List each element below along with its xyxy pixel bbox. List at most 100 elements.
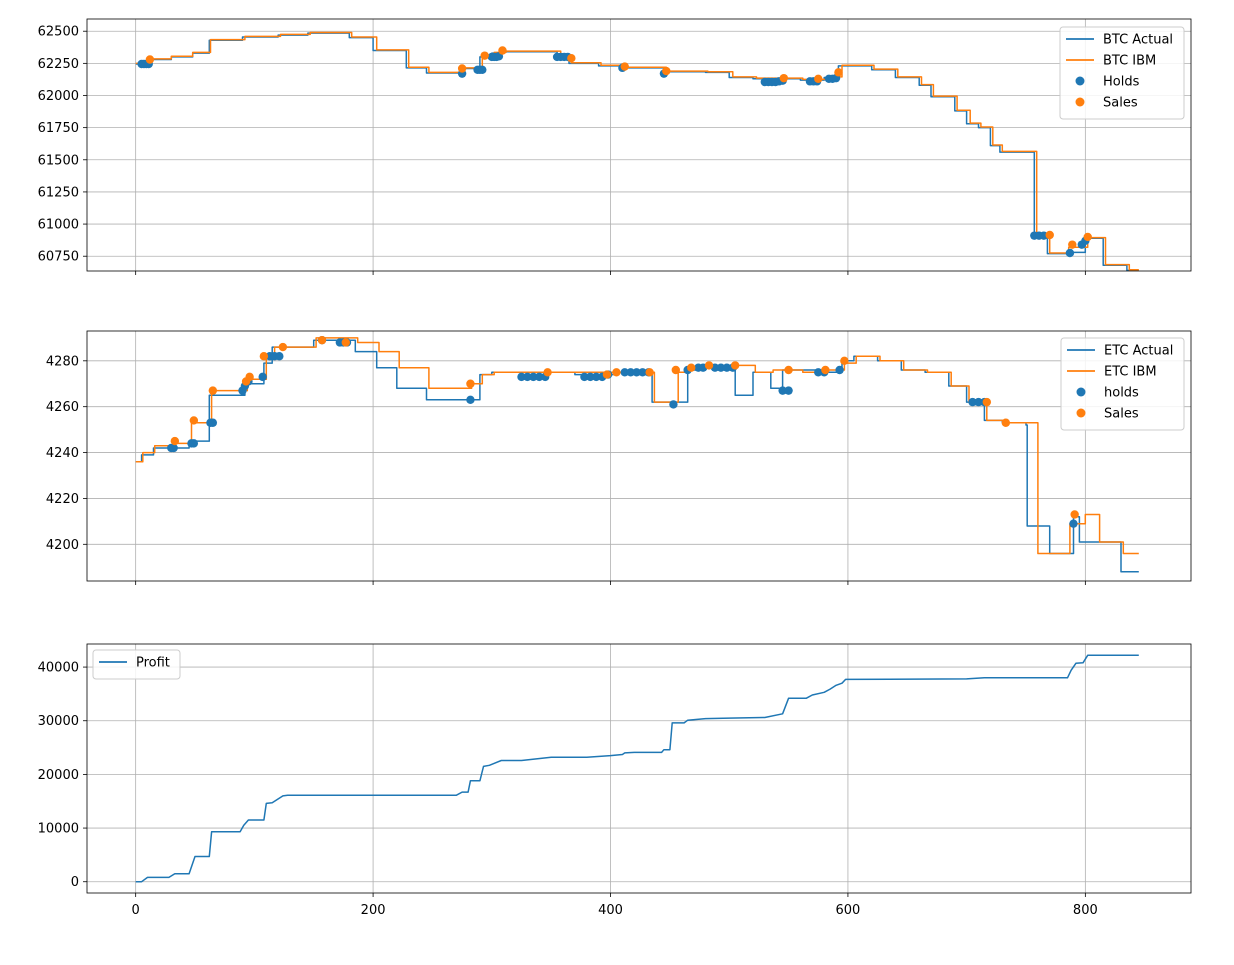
scatter-point-sales [704,361,714,370]
scatter-point-holds [974,397,983,407]
scatter-point-sales [317,335,327,345]
legend-point-swatch [1075,76,1085,86]
scatter-point-sales [834,68,843,77]
y-tick-label: 4220 [46,492,79,507]
series-line-profit [135,654,1139,883]
scatter-point-holds [814,368,823,377]
legend: Profit [92,649,181,680]
scatter-point-sales [480,51,489,60]
scatter-point-holds [586,372,595,382]
legend-box [92,649,181,680]
scatter-point-holds [169,443,178,453]
y-tick-label: 62500 [38,25,79,40]
scatter-point-sales [687,363,696,372]
legend-box [1060,337,1185,431]
scatter-point-holds [592,372,601,382]
y-tick-label: 61250 [38,185,79,200]
scatter-point-sales [602,370,612,379]
scatter-point-sales [784,365,793,375]
scatter-point-holds [784,386,793,395]
scatter-point-sales [1068,240,1077,249]
x-tick-label: 800 [1073,903,1098,918]
scatter-point-sales [779,73,789,83]
scatter-point-sales [645,368,654,377]
y-tick-label: 61500 [38,153,79,168]
scatter-point-sales [612,368,621,377]
y-tick-label: 62000 [38,89,79,104]
x-tick-label: 600 [836,903,861,918]
legend-label: ETC IBM [1104,365,1157,380]
axes-frame [86,330,1192,582]
scatter-point-sales [1070,510,1079,519]
scatter-point-holds [580,372,589,382]
y-tick-label: 4280 [46,354,79,369]
x-tick-label: 200 [361,903,386,918]
scatter-point-sales [259,352,269,361]
legend-label: BTC Actual [1103,33,1173,48]
legend-label: Sales [1103,96,1138,111]
scatter-point-sales [1083,232,1092,242]
legend: BTC Actual BTC IBM Holds Sales [1059,26,1185,120]
scatter-point-holds [478,65,487,74]
chart-panel-2: 4200 4220 4240 4260 4280 ETC Actual ETC IBM hol… [46,330,1192,585]
scatter-point-sales [840,356,849,366]
scatter-point-holds [638,368,647,377]
scatter-point-holds [620,368,629,377]
series-line-btc-ibm [135,31,1139,271]
plot-area [135,654,1139,883]
legend-label: ETC Actual [1104,344,1173,359]
chart-panel-1: 60750 61000 61250 61500 61750 62000 62250 62500… [38,18,1192,275]
y-tick-label: 62250 [38,57,79,72]
scatter-point-holds [669,400,678,409]
scatter-point-holds [722,363,732,372]
y-tick-label: 60750 [38,250,79,265]
x-tick-label: 400 [598,903,623,918]
scatter-point-sales [982,397,992,407]
series-line-btc-actual [135,32,1139,271]
legend-label: BTC IBM [1103,54,1156,69]
scatter-point-holds [1065,248,1075,258]
scatter-point-sales [245,372,254,382]
legend: ETC Actual ETC IBM holds Sales [1060,337,1185,431]
y-tick-label: 61750 [38,121,79,136]
y-tick-label: 20000 [38,768,79,783]
scatter-point-sales [567,54,576,63]
legend-label: holds [1104,386,1139,401]
scatter-point-sales [1045,230,1054,240]
scatter-point-sales [457,64,467,73]
axes-frame [86,18,1192,272]
y-tick-label: 4260 [46,400,79,415]
y-tick-label: 40000 [38,661,79,676]
scatter-point-holds [529,372,538,382]
legend-point-swatch [1075,97,1085,107]
scatter-point-sales [278,342,288,352]
scatter-point-holds [208,418,218,427]
scatter-point-sales [662,66,671,76]
scatter-point-holds [778,386,787,395]
scatter-point-holds [835,365,844,375]
scatter-point-sales [341,338,350,347]
scatter-point-sales [1001,418,1011,427]
y-tick-label: 30000 [38,714,79,729]
scatter-point-holds [275,352,284,361]
y-tick-label: 0 [71,875,79,890]
scatter-point-sales [620,62,629,71]
scatter-point-sales [466,379,475,388]
scatter-point-holds [466,395,475,405]
scatter-point-sales [543,368,552,377]
scatter-point-sales [730,361,740,370]
legend-point-swatch [1076,408,1086,418]
scatter-point-sales [208,386,218,395]
scatter-point-holds [626,368,635,377]
scatter-point-holds [1069,519,1078,528]
legend-label: Holds [1103,75,1140,90]
scatter-point-holds [535,372,544,382]
scatter-point-sales [821,365,830,375]
scatter-point-sales [671,365,680,375]
plot-area [135,335,1139,573]
scatter-point-sales [814,74,823,83]
legend-point-swatch [1076,387,1086,397]
scatter-point-sales [145,55,155,64]
scatter-point-holds [189,439,199,448]
